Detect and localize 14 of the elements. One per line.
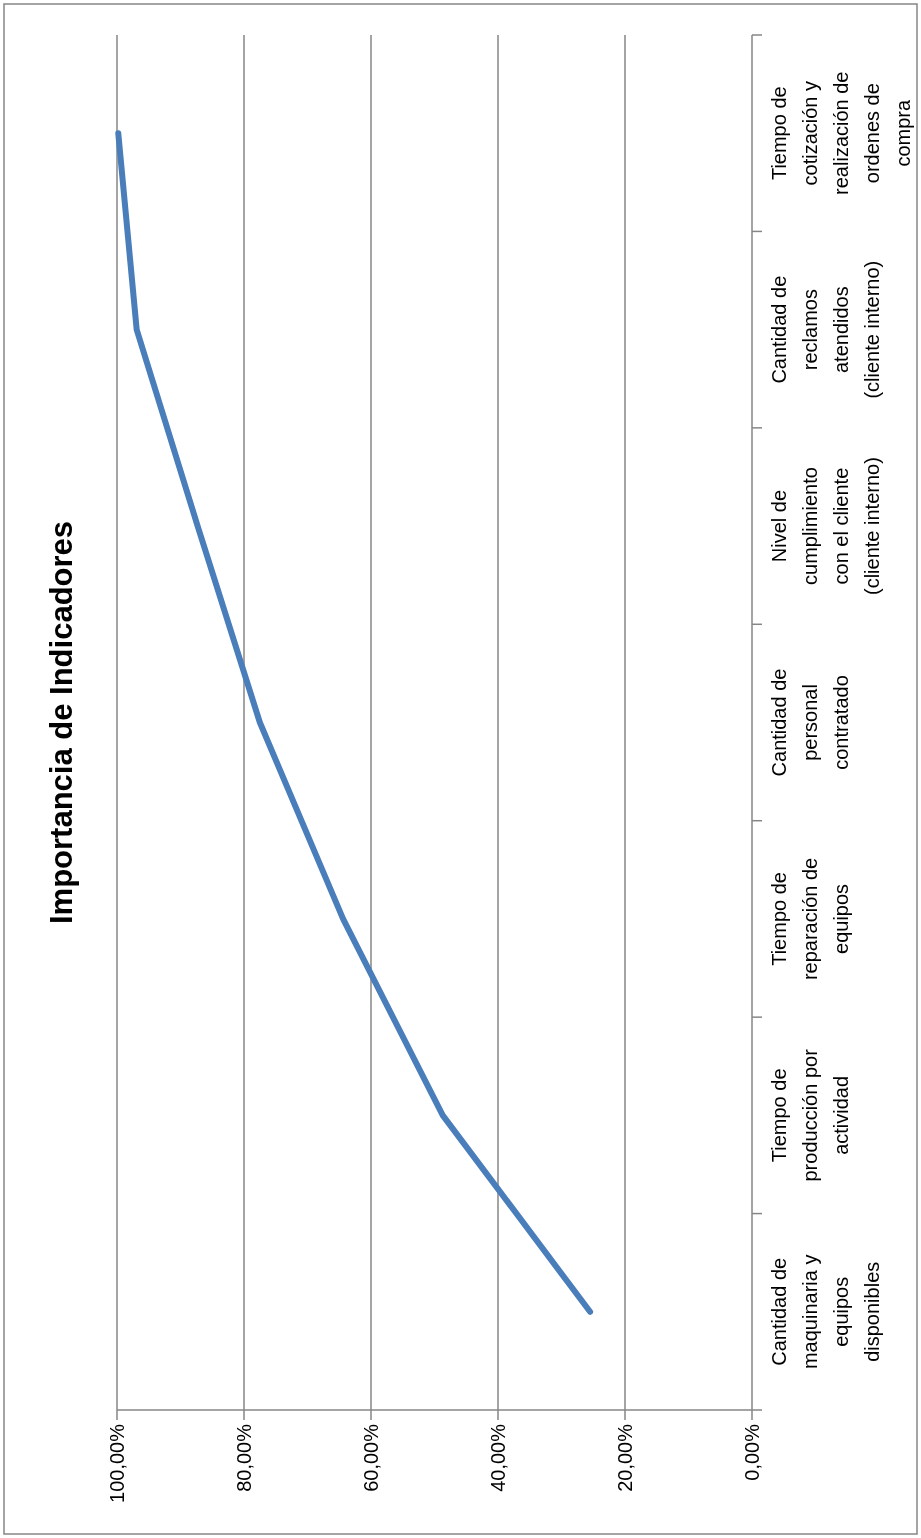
x-tick-label: 0,00% — [741, 1423, 763, 1481]
x-tick-label: 60,00% — [360, 1423, 382, 1492]
y-tick-label: Cantidad de reclamos atendidos (cliente interno) — [768, 260, 883, 399]
y-tick-label: Cantidad de maquinaria y equipos disponibles — [768, 1254, 883, 1370]
x-tick-label: 40,00% — [487, 1423, 509, 1492]
y-tick-label: Tiempo de cotización y realización de ordenes de compra — [768, 71, 914, 195]
text: Importancia de Indicadores — [44, 520, 79, 925]
x-tick-label: 100,00% — [106, 1423, 128, 1503]
y-tick-label: Tiempo de reparación de equipos — [768, 857, 852, 981]
y-tick-label: Cantidad de personal contratado — [768, 668, 852, 777]
y-tick-label: Tiempo de producción por actividad — [768, 1048, 852, 1182]
y-tick-label: Nivel de cumplimiento con el cliente (cliente interno) — [768, 457, 883, 595]
x-tick-label: 20,00% — [614, 1423, 636, 1492]
x-tick-label: 80,00% — [233, 1423, 255, 1492]
